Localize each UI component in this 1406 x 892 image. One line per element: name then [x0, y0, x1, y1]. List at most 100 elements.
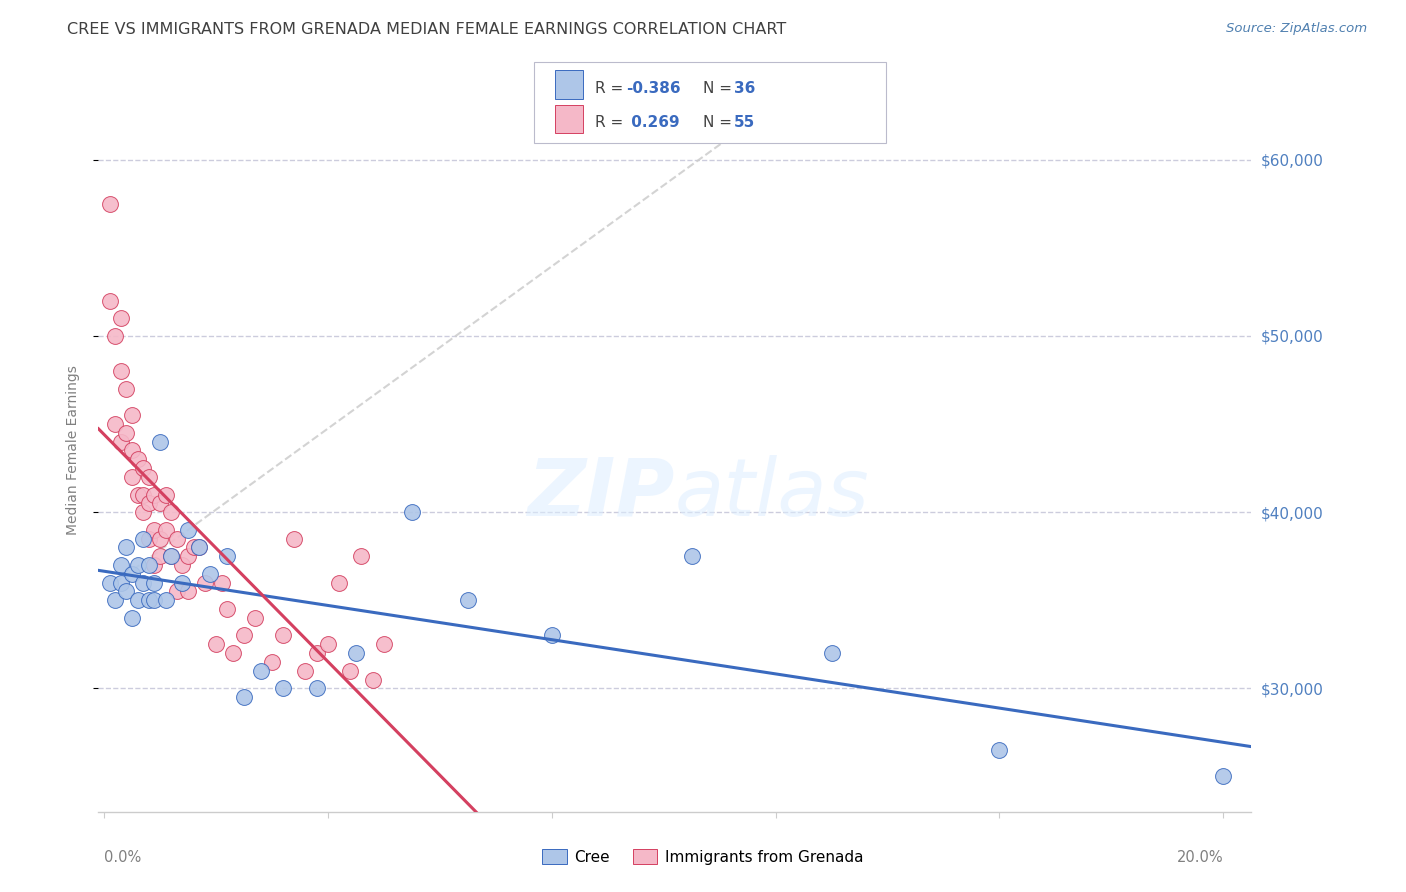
Point	[138, 470, 160, 484]
Point	[115, 425, 138, 440]
Point	[104, 417, 127, 431]
Point	[188, 541, 211, 555]
Point	[166, 532, 188, 546]
Point	[249, 664, 271, 678]
Legend: Cree, Immigrants from Grenada: Cree, Immigrants from Grenada	[536, 843, 870, 871]
Text: 0.0%: 0.0%	[104, 850, 141, 865]
Point	[166, 584, 188, 599]
Point	[115, 584, 138, 599]
Text: N =: N =	[703, 81, 737, 95]
Text: 0.269: 0.269	[626, 115, 679, 130]
Point	[110, 575, 132, 590]
Point	[138, 593, 160, 607]
Point	[540, 628, 562, 642]
Point	[328, 575, 350, 590]
Point	[316, 637, 339, 651]
Point	[401, 505, 423, 519]
Point	[172, 558, 194, 572]
Point	[988, 743, 1011, 757]
Point	[149, 549, 172, 564]
Point	[132, 575, 155, 590]
Point	[361, 673, 384, 687]
Point	[1212, 769, 1234, 783]
Point	[271, 681, 294, 696]
Text: R =: R =	[595, 115, 628, 130]
Point	[138, 496, 160, 510]
Point	[121, 443, 143, 458]
Point	[127, 452, 149, 467]
Point	[177, 584, 200, 599]
Point	[143, 575, 166, 590]
Point	[121, 611, 143, 625]
Point	[681, 549, 703, 564]
Point	[143, 593, 166, 607]
Point	[820, 646, 842, 660]
Point	[172, 575, 194, 590]
Point	[194, 575, 217, 590]
Text: CREE VS IMMIGRANTS FROM GRENADA MEDIAN FEMALE EARNINGS CORRELATION CHART: CREE VS IMMIGRANTS FROM GRENADA MEDIAN F…	[67, 22, 787, 37]
Point	[127, 487, 149, 501]
Point	[143, 523, 166, 537]
Text: atlas: atlas	[675, 455, 870, 533]
Point	[143, 558, 166, 572]
Point	[115, 382, 138, 396]
Point	[260, 655, 283, 669]
Point	[104, 593, 127, 607]
Point	[160, 549, 183, 564]
Point	[127, 558, 149, 572]
Point	[160, 505, 183, 519]
Point	[149, 434, 172, 449]
Point	[132, 532, 155, 546]
Point	[217, 549, 239, 564]
Point	[305, 681, 328, 696]
Point	[160, 549, 183, 564]
Point	[138, 558, 160, 572]
Point	[373, 637, 395, 651]
Point	[232, 628, 254, 642]
Point	[205, 637, 228, 651]
Point	[121, 566, 143, 581]
Point	[98, 196, 121, 211]
Point	[283, 532, 305, 546]
Point	[149, 496, 172, 510]
Point	[143, 487, 166, 501]
Point	[132, 487, 155, 501]
Point	[149, 532, 172, 546]
Text: 20.0%: 20.0%	[1177, 850, 1223, 865]
Point	[211, 575, 233, 590]
Point	[217, 602, 239, 616]
Point	[127, 593, 149, 607]
Point	[177, 549, 200, 564]
Point	[98, 293, 121, 308]
Point	[110, 311, 132, 326]
Point	[188, 541, 211, 555]
Point	[232, 690, 254, 705]
Point	[115, 541, 138, 555]
Point	[132, 505, 155, 519]
Point	[350, 549, 373, 564]
Text: 36: 36	[734, 81, 755, 95]
Point	[200, 566, 222, 581]
Point	[271, 628, 294, 642]
Text: N =: N =	[703, 115, 737, 130]
Point	[98, 575, 121, 590]
Y-axis label: Median Female Earnings: Median Female Earnings	[66, 366, 80, 535]
Point	[110, 434, 132, 449]
Point	[177, 523, 200, 537]
Point	[121, 470, 143, 484]
Point	[243, 611, 266, 625]
Text: -0.386: -0.386	[626, 81, 681, 95]
Point	[222, 646, 245, 660]
Point	[132, 461, 155, 475]
Point	[110, 364, 132, 378]
Text: 55: 55	[734, 115, 755, 130]
Point	[183, 541, 205, 555]
Point	[305, 646, 328, 660]
Text: Source: ZipAtlas.com: Source: ZipAtlas.com	[1226, 22, 1367, 36]
Point	[138, 532, 160, 546]
Point	[457, 593, 479, 607]
Point	[110, 558, 132, 572]
Point	[104, 329, 127, 343]
Point	[155, 487, 177, 501]
Point	[294, 664, 316, 678]
